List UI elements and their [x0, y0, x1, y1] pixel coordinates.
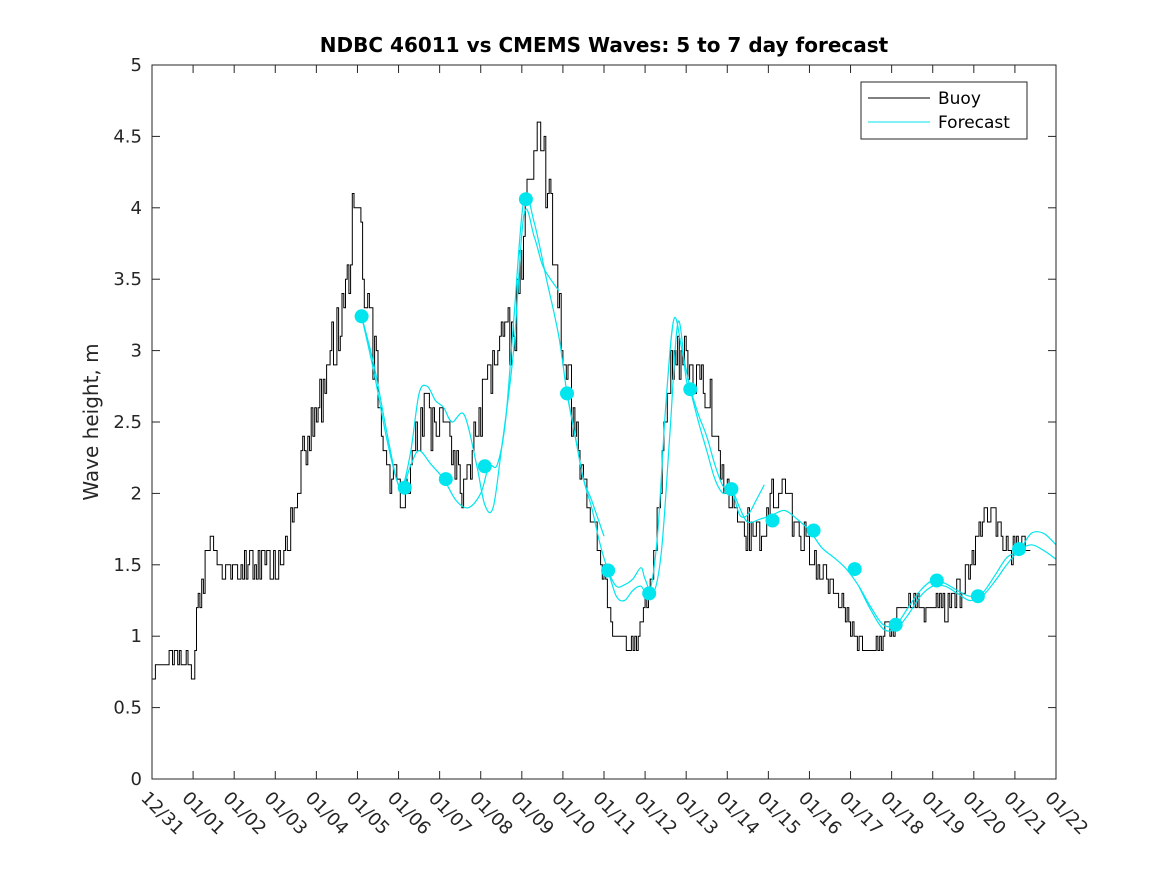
x-tick-label: 01/19	[917, 788, 969, 840]
forecast-marker	[560, 386, 574, 401]
y-tick-label: 3	[131, 341, 142, 362]
axes-box	[151, 64, 1057, 780]
forecast-marker	[438, 472, 453, 487]
x-tick-label: 01/22	[1040, 788, 1092, 840]
x-tick-label: 01/08	[465, 788, 517, 840]
forecast-marker	[397, 480, 412, 495]
buoy-line	[152, 121, 1031, 680]
x-tick-label: 01/16	[794, 788, 846, 840]
x-tick-label: 01/01	[178, 788, 230, 840]
forecast-line	[607, 316, 1057, 628]
x-tick-label: 01/13	[671, 788, 723, 840]
x-tick-label: 01/20	[958, 788, 1010, 840]
chart-title: NDBC 46011 vs CMEMS Waves: 5 to 7 day fo…	[320, 33, 889, 57]
legend-label-buoy: Buoy	[938, 89, 981, 109]
forecast-marker	[683, 382, 698, 397]
forecast-marker	[888, 617, 903, 632]
y-axis-label: Wave height, m	[79, 343, 103, 500]
y-tick-label: 3.5	[113, 269, 142, 290]
forecast-marker	[354, 309, 369, 324]
x-tick-label: 01/10	[547, 788, 599, 840]
buoy-series	[152, 121, 1031, 680]
forecast-marker	[724, 482, 739, 497]
y-tick-label: 2	[131, 483, 142, 504]
x-tick-label: 01/06	[383, 788, 435, 840]
legend-box	[860, 81, 1028, 140]
legend-label-forecast: Forecast	[938, 113, 1010, 133]
forecast-marker	[847, 562, 862, 577]
x-tick-label: 01/09	[506, 788, 558, 840]
forecast-markers	[354, 192, 1026, 632]
forecast-marker	[642, 586, 657, 601]
y-tick-label: 1.5	[113, 555, 142, 576]
legend: Buoy Forecast	[860, 81, 1028, 140]
plot-area	[152, 65, 1056, 779]
y-tick-labels: 0 0.5 1 1.5 2 2.5 3 3.5 4 4.5 5	[113, 55, 142, 790]
x-tick-label: 01/17	[835, 788, 887, 840]
y-tick-label: 0	[131, 769, 142, 790]
x-tick-label: 12/31	[136, 788, 188, 840]
x-tick-label: 01/21	[999, 788, 1051, 840]
y-tick-label: 4	[131, 198, 142, 219]
forecast-marker	[1012, 542, 1026, 557]
forecast-marker	[518, 192, 533, 207]
x-tick-label: 01/02	[219, 788, 271, 840]
x-tick-label: 01/05	[342, 788, 394, 840]
forecast-marker	[477, 459, 492, 474]
forecast-marker	[806, 523, 821, 538]
y-tick-label: 0.5	[113, 698, 142, 719]
x-tick-label: 01/07	[424, 788, 476, 840]
x-tick-label: 01/14	[712, 788, 764, 840]
x-tick-label: 01/18	[876, 788, 928, 840]
x-tick-label: 01/04	[301, 788, 353, 840]
x-tick-label: 01/11	[588, 788, 640, 840]
y-tick-label: 5	[131, 55, 142, 76]
y-tick-label: 2.5	[113, 412, 142, 433]
y-tick-label: 4.5	[113, 126, 142, 147]
forecast-marker	[765, 513, 780, 528]
forecast-marker	[601, 563, 616, 578]
x-tick-label: 01/03	[260, 788, 312, 840]
x-tick-labels: 12/3101/0101/0201/0301/0401/0501/0601/07…	[136, 788, 1092, 840]
forecast-marker	[929, 573, 944, 588]
x-tick-label: 01/12	[630, 788, 682, 840]
forecast-marker	[970, 589, 985, 604]
y-tick-label: 1	[131, 626, 142, 647]
x-tick-label: 01/15	[753, 788, 805, 840]
